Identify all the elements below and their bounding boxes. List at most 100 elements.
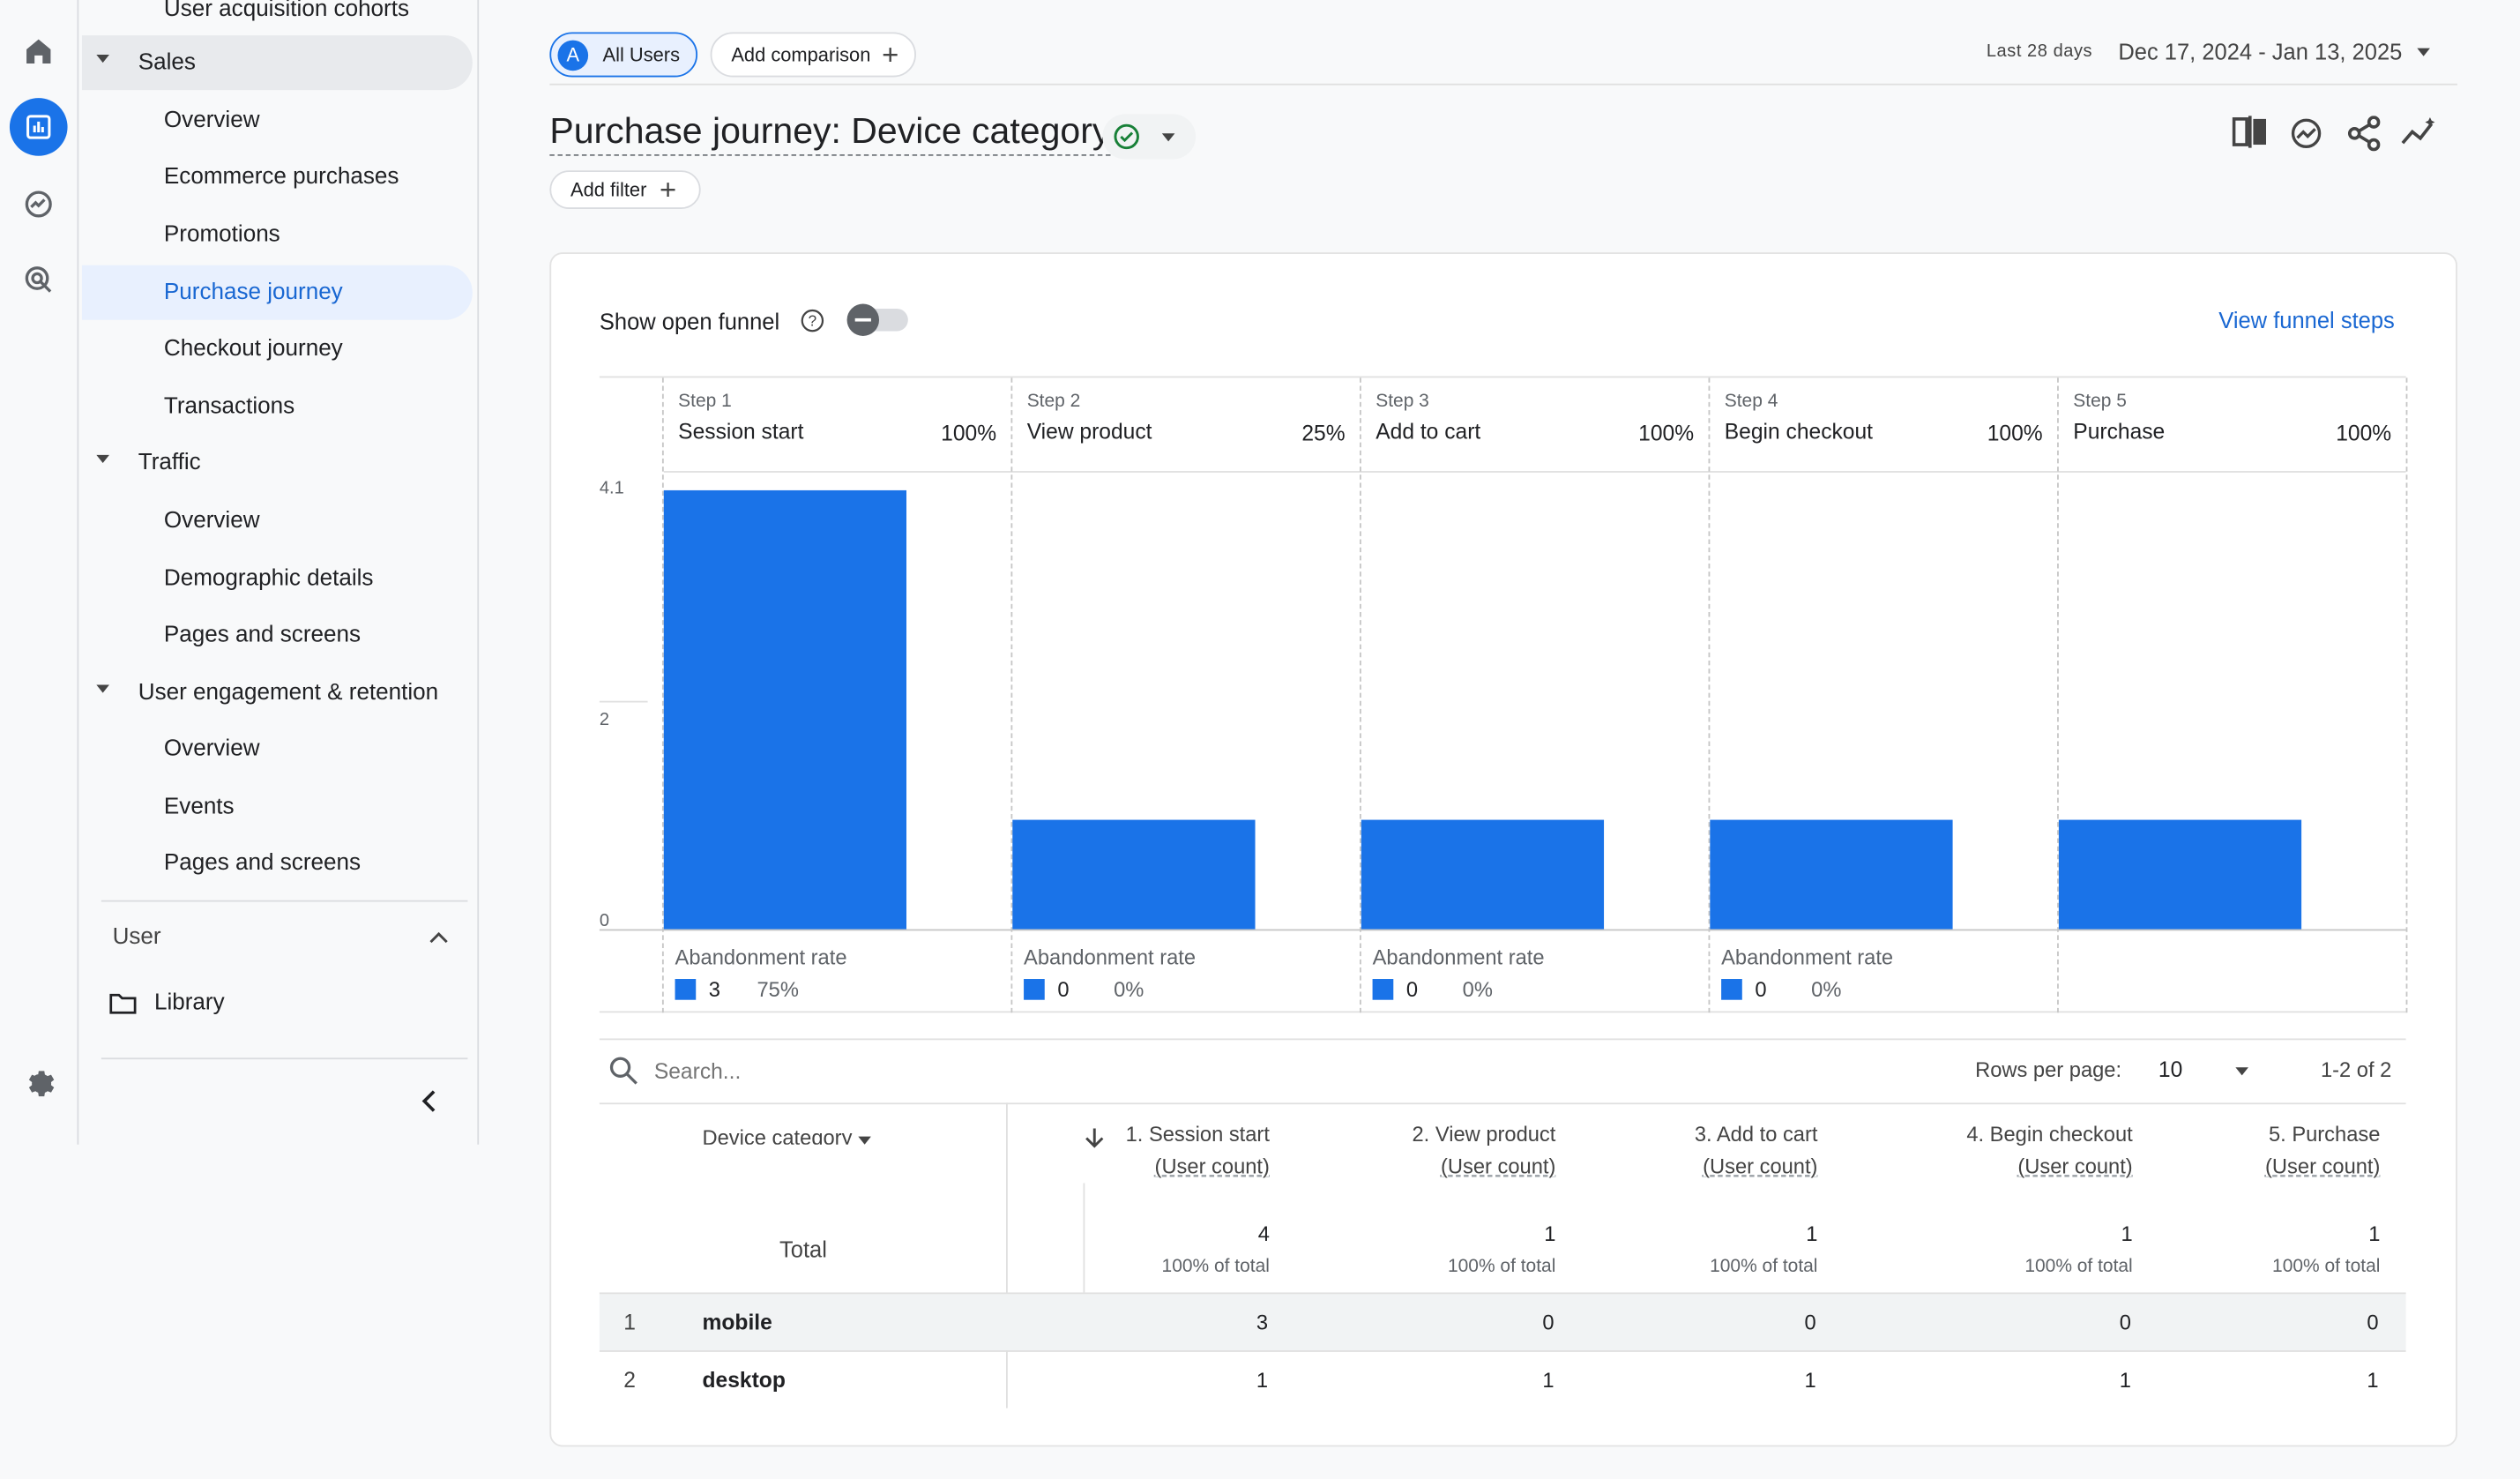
compare-icon[interactable]	[2232, 116, 2268, 148]
column-subtitle: (User count)	[2265, 1154, 2381, 1179]
rows-per-page-label: Rows per page:	[1975, 1057, 2122, 1082]
plus-icon: +	[659, 172, 677, 205]
caret-down-icon	[96, 684, 109, 693]
reports-icon[interactable]	[9, 98, 68, 156]
left-rail	[0, 0, 77, 1479]
add-filter-button[interactable]: Add filter +	[549, 170, 701, 209]
nav-item-purchase-journey[interactable]: Purchase journey	[81, 265, 473, 320]
nav-section-traffic[interactable]: Traffic	[82, 436, 473, 490]
table-row[interactable]: 2 desktop 1 1 1 1 1	[599, 1350, 2406, 1408]
abandonment-step-4: Abandonment rate 0 0%	[1710, 945, 1893, 1010]
nav-item-traffic-pages-and-screens[interactable]: Pages and screens	[82, 608, 473, 662]
nav-item-engagement-pages-and-screens[interactable]: Pages and screens	[82, 836, 473, 891]
nav-item-transactions[interactable]: Transactions	[82, 379, 473, 434]
dimension-header[interactable]: Device category	[703, 1125, 872, 1145]
column-header-purchase[interactable]: 5. Purchase (User count)	[2265, 1119, 2380, 1184]
sort-descending-icon[interactable]	[1085, 1127, 1104, 1150]
table-row[interactable]: 1 mobile 3 0 0 0 0	[599, 1292, 2406, 1351]
abandonment-rate: 75%	[757, 977, 799, 1002]
nav-item-promotions[interactable]: Promotions	[82, 207, 473, 262]
add-filter-label: Add filter	[570, 178, 647, 201]
dimension-column-border	[1006, 1102, 1008, 1408]
open-funnel-toggle[interactable]	[846, 303, 908, 336]
funnel-bar-1[interactable]	[663, 489, 907, 930]
row-device: desktop	[702, 1368, 786, 1393]
metric-column-border	[1083, 1183, 1085, 1293]
step-percent: 25%	[1301, 421, 1346, 445]
step-divider	[2057, 377, 2059, 1013]
title-status-dropdown[interactable]	[1102, 114, 1197, 160]
table-search-input[interactable]	[653, 1054, 1137, 1087]
row-value: 3	[1256, 1310, 1269, 1334]
abandonment-count: 0	[1057, 977, 1070, 1002]
row-value: 1	[2119, 1368, 2131, 1393]
date-range-value[interactable]: Dec 17, 2024 - Jan 13, 2025	[2118, 38, 2403, 64]
series-swatch	[675, 979, 697, 1000]
nav-label: Sales	[138, 49, 196, 76]
series-swatch	[1024, 979, 1045, 1000]
date-dropdown-icon[interactable]	[2417, 48, 2430, 56]
nav-section-sales[interactable]: Sales	[81, 35, 473, 91]
page-title[interactable]: Purchase journey: Device category	[549, 109, 1111, 156]
nav-label: Transactions	[163, 393, 295, 420]
advertising-icon[interactable]	[10, 250, 68, 309]
nav-section-user-engagement[interactable]: User engagement & retention	[82, 666, 473, 721]
step-header-1: Step 1 Session start 100%	[664, 377, 1011, 473]
total-label: Total	[779, 1236, 827, 1262]
share-icon[interactable]	[2347, 116, 2381, 152]
step-number: Step 1	[678, 392, 732, 412]
trend-icon[interactable]	[2401, 116, 2440, 147]
collapse-sidebar-icon[interactable]	[420, 1088, 439, 1114]
nav-item-library[interactable]: Library	[82, 975, 473, 1030]
nav-item-engagement-overview[interactable]: Overview	[82, 721, 473, 776]
segment-chip-all-users[interactable]: A All Users	[549, 32, 698, 78]
rows-per-page-select[interactable]: 10	[2158, 1051, 2264, 1090]
settings-icon[interactable]	[10, 1051, 68, 1109]
chevron-down-icon	[2235, 1067, 2248, 1076]
step-name: Purchase	[2073, 419, 2166, 444]
step-percent: 100%	[2336, 421, 2392, 445]
nav-item-sales-overview[interactable]: Overview	[82, 93, 473, 148]
funnel-bar-4[interactable]	[1710, 819, 1953, 930]
abandonment-count: 0	[1755, 977, 1767, 1002]
explore-icon[interactable]	[10, 176, 68, 234]
funnel-bar-2[interactable]	[1012, 819, 1256, 930]
nav-label: Pages and screens	[163, 850, 362, 877]
column-title: 1. Session start	[1125, 1122, 1270, 1147]
nav-item-events[interactable]: Events	[82, 780, 473, 834]
show-open-funnel-label: Show open funnel	[599, 308, 780, 335]
step-name: Begin checkout	[1724, 419, 1874, 444]
column-subtitle: (User count)	[2017, 1154, 2133, 1179]
row-value: 0	[2119, 1310, 2131, 1334]
add-comparison-button[interactable]: Add comparison +	[710, 32, 916, 78]
column-header-add-to-cart[interactable]: 3. Add to cart (User count)	[1695, 1119, 1818, 1184]
step-number: Step 5	[2073, 392, 2127, 412]
step-header-4: Step 4 Begin checkout 100%	[1710, 377, 2057, 473]
nav-item-checkout-journey[interactable]: Checkout journey	[82, 322, 473, 377]
row-value: 0	[1804, 1310, 1816, 1334]
row-value: 1	[2367, 1368, 2379, 1393]
nav-item-user-acquisition-cohorts[interactable]: User acquisition cohorts	[82, 0, 473, 37]
insights-icon[interactable]	[2289, 116, 2324, 151]
abandonment-label: Abandonment rate	[1024, 945, 1197, 970]
nav-item-demographic-details[interactable]: Demographic details	[82, 551, 473, 606]
column-header-begin-checkout[interactable]: 4. Begin checkout (User count)	[1966, 1119, 2132, 1184]
step-percent: 100%	[941, 421, 997, 445]
nav-section-user[interactable]: User	[82, 910, 473, 965]
nav-item-ecommerce-purchases[interactable]: Ecommerce purchases	[82, 150, 473, 205]
funnel-bar-5[interactable]	[2058, 819, 2302, 930]
abandonment-step-2: Abandonment rate 0 0%	[1012, 945, 1196, 1010]
nav-label: Library	[153, 990, 225, 1016]
abandonment-step-1: Abandonment rate 3 75%	[664, 945, 847, 1010]
total-value: 1	[2368, 1221, 2381, 1246]
y-tick-label: 4.1	[599, 479, 624, 499]
nav-item-traffic-overview[interactable]: Overview	[82, 494, 473, 549]
funnel-bar-3[interactable]	[1361, 819, 1605, 930]
total-percent: 100% of total	[1161, 1257, 1270, 1277]
view-funnel-steps-link[interactable]: View funnel steps	[2218, 307, 2395, 333]
total-value: 1	[2121, 1221, 2133, 1246]
column-header-session-start[interactable]: 1. Session start (User count)	[1126, 1119, 1270, 1184]
home-icon[interactable]	[10, 23, 68, 81]
column-header-view-product[interactable]: 2. View product (User count)	[1412, 1119, 1555, 1184]
help-icon[interactable]: ?	[801, 309, 824, 332]
